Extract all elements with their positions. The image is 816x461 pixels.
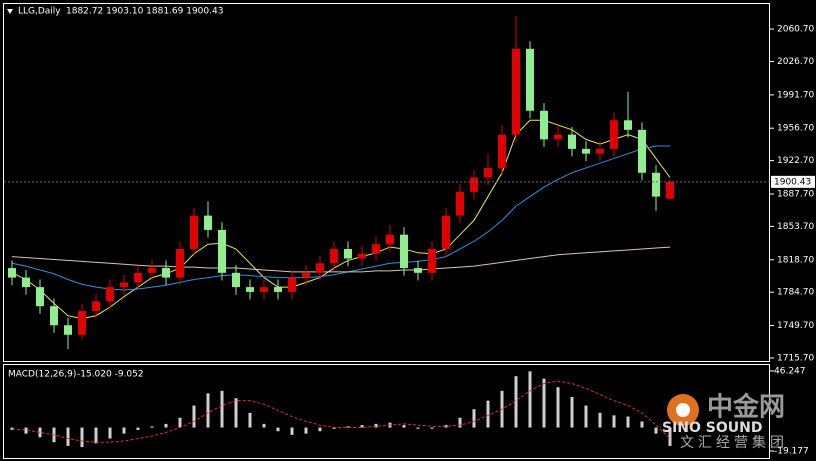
watermark-slogan: 文汇经营集团 — [680, 434, 788, 451]
candle-body — [316, 263, 324, 273]
candle-body — [442, 215, 450, 249]
macd-values: -15.020 -9.052 — [77, 370, 144, 380]
last-price-box — [771, 175, 815, 188]
candle-body — [260, 287, 268, 292]
candle-body — [484, 167, 492, 178]
candle-body — [246, 287, 254, 292]
candle-body — [526, 48, 534, 111]
macd-panel — [3, 364, 770, 459]
candle-body — [554, 134, 562, 140]
candle-body — [92, 301, 100, 311]
candle-body — [36, 287, 44, 307]
candle-body — [8, 268, 16, 278]
candle-body — [162, 268, 170, 278]
watermark-english: SINO SOUND — [662, 420, 762, 436]
y-tick-label: 1922.70 — [777, 156, 814, 166]
y-tick-label: 1956.70 — [777, 124, 814, 134]
candle-body — [120, 282, 128, 288]
candle-body — [78, 310, 86, 335]
moving-average — [11, 145, 670, 291]
watermark-name: 中金网 — [707, 392, 785, 423]
candle-body — [204, 215, 212, 230]
candle-body — [218, 229, 226, 273]
y-tick-label: 2026.70 — [777, 57, 814, 67]
candle-body — [386, 234, 394, 245]
logo-icon-inner — [676, 403, 690, 417]
candle-body — [638, 129, 646, 173]
y-tick-label: 1784.70 — [777, 288, 814, 298]
macd-title: MACD(12,26,9) — [8, 370, 76, 380]
candle-body — [274, 287, 282, 292]
candle-body — [190, 215, 198, 249]
menu-arrow[interactable] — [7, 9, 13, 14]
ohlc-text: 1882.72 1903.10 1881.69 1900.43 — [66, 7, 223, 17]
candle-body — [498, 134, 506, 168]
candle-body — [610, 120, 618, 149]
y-tick-label: 1991.70 — [777, 90, 814, 100]
candle-body — [400, 234, 408, 269]
candle-body — [596, 148, 604, 154]
moving-average — [11, 246, 671, 273]
candle-body — [288, 277, 296, 292]
y-tick-label: 1818.70 — [777, 255, 814, 265]
price-panel — [3, 3, 770, 362]
candle-body — [470, 177, 478, 192]
y-tick-label: 1853.70 — [777, 222, 814, 232]
candle-body — [624, 120, 632, 130]
chart-title: LLG,Daily — [18, 7, 61, 17]
candle-body — [134, 272, 142, 283]
candle-body — [64, 325, 72, 335]
candle-body — [582, 148, 590, 154]
candle-body — [512, 48, 520, 135]
candle-body — [302, 272, 310, 278]
y-tick-label: 1887.70 — [777, 189, 814, 199]
candle-body — [666, 181, 674, 199]
candle-body — [456, 191, 464, 216]
candle-body — [50, 306, 58, 326]
candle-body — [176, 248, 184, 278]
candle-body — [540, 110, 548, 140]
candle-body — [22, 277, 30, 288]
candle-body — [232, 272, 240, 288]
y-tick-label: 1749.70 — [777, 321, 814, 331]
candle-body — [148, 268, 156, 273]
candle-body — [372, 244, 380, 254]
y-tick-label: 1715.70 — [777, 353, 814, 363]
candle-body — [414, 268, 422, 273]
candle-body — [106, 287, 114, 302]
macd-signal — [11, 380, 671, 443]
candle-body — [568, 134, 576, 149]
candle-body — [358, 253, 366, 259]
y-tick-label: 46.247 — [774, 366, 806, 376]
moving-average — [11, 119, 671, 320]
candle-body — [344, 248, 352, 259]
candle-body — [652, 172, 660, 197]
last-price-label: 1900.43 — [774, 177, 811, 187]
y-tick-label: -19.177 — [774, 447, 809, 457]
candle-body — [330, 248, 338, 264]
y-tick-label: 2060.70 — [777, 25, 814, 35]
candle-body — [428, 248, 436, 273]
